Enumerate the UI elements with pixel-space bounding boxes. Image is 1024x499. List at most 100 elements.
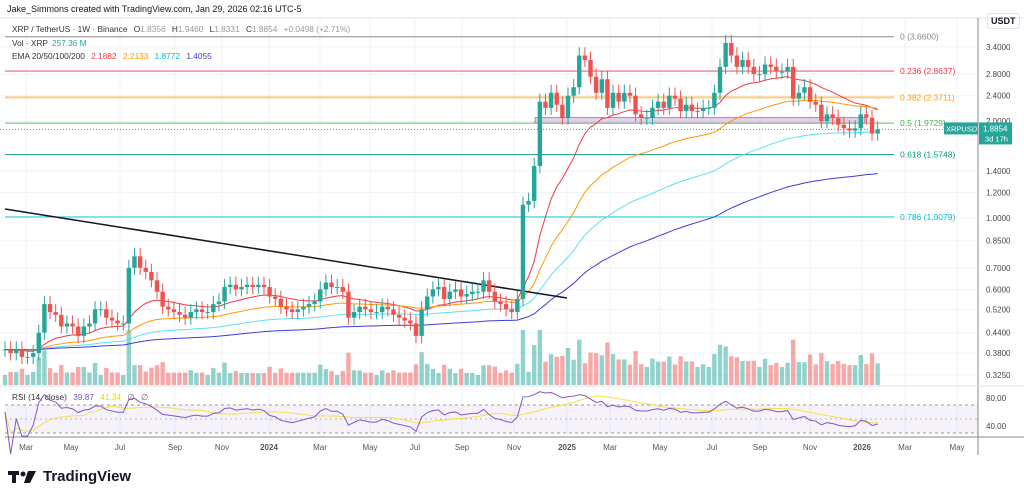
candle: [75, 326, 81, 336]
volume-bar: [2, 375, 8, 385]
candle: [312, 301, 317, 305]
price-tag-value: 1.8854: [983, 124, 1008, 133]
change-value: +0.0498 (+2.71%): [283, 24, 351, 34]
volume-bar: [278, 368, 284, 385]
ema20-line: [4, 75, 878, 352]
time-tick: Mar: [313, 443, 327, 452]
volume-bar: [819, 352, 824, 385]
volume-bar: [182, 372, 188, 385]
symbol-tag-text: XRPUSDT: [946, 124, 982, 133]
volume-bar: [486, 365, 492, 385]
candle: [357, 306, 362, 313]
candle: [160, 291, 165, 307]
candle: [273, 296, 278, 300]
volume-bar: [413, 364, 419, 385]
volume-bar: [177, 372, 182, 385]
support-zone: [534, 117, 866, 124]
candle: [616, 92, 621, 102]
candle: [729, 42, 734, 56]
price-tag-countdown: 3d 17h: [985, 134, 1008, 143]
volume-legend[interactable]: Vol · XRP 257.36 M: [12, 38, 91, 48]
volume-bar: [441, 364, 447, 385]
candle: [644, 117, 650, 119]
candle: [2, 349, 8, 351]
time-tick: Jul: [707, 443, 717, 452]
candle: [791, 66, 796, 99]
volume-bar: [216, 372, 222, 385]
candle: [199, 309, 205, 313]
volume-bar: [509, 372, 514, 385]
price-tick: 0.4400: [986, 329, 1011, 338]
volume-bar: [42, 350, 47, 385]
candle: [706, 107, 711, 109]
candle: [841, 124, 847, 129]
volume-bar: [47, 368, 53, 385]
volume-bar: [807, 354, 813, 385]
ema100-line: [4, 131, 878, 351]
time-tick: Jul: [115, 443, 125, 452]
candle: [627, 92, 633, 96]
candle: [8, 349, 13, 354]
candle: [723, 42, 728, 67]
volume-bar: [408, 372, 413, 385]
time-tick: Sep: [455, 443, 470, 452]
candle: [228, 284, 233, 288]
volume-bar: [244, 373, 250, 385]
volume-bar: [98, 375, 103, 385]
fib-level-label: 0 (3.6600): [900, 32, 939, 42]
time-tick: May: [63, 443, 78, 452]
volume-bar: [678, 356, 683, 385]
candle: [869, 117, 875, 134]
rsi-label: RSI (14, close): [12, 392, 67, 402]
candle: [182, 314, 188, 318]
candle: [306, 304, 312, 307]
tradingview-logo-icon: [8, 470, 36, 483]
candle: [875, 129, 880, 134]
candle: [537, 101, 543, 167]
ema-legend[interactable]: EMA 20/50/100/200 2.1882 2.2133 1.8772 1…: [12, 51, 216, 61]
candle: [47, 304, 53, 313]
candle: [672, 95, 678, 99]
price-tick: 1.4000: [986, 167, 1011, 176]
candle: [205, 312, 210, 314]
candle: [104, 309, 109, 318]
currency-label[interactable]: USDT: [987, 13, 1020, 29]
candle: [391, 309, 396, 315]
symbol-legend: XRP / TetherUS · 1W · Binance O1.8356 H1…: [12, 24, 354, 34]
symbol-name[interactable]: XRP / TetherUS · 1W · Binance: [12, 24, 128, 34]
candle: [560, 104, 565, 118]
candle: [278, 299, 284, 307]
candle: [346, 291, 351, 318]
volume-bar: [109, 372, 115, 385]
volume-bar: [852, 365, 858, 385]
candle: [554, 92, 559, 105]
tradingview-logo[interactable]: TradingView: [8, 468, 131, 485]
rsi-line: [4, 391, 878, 455]
high-value: 1.9460: [177, 24, 204, 34]
candle: [436, 287, 441, 290]
rsi-legend[interactable]: RSI (14, close) 39.87 41.34 ∅ ∅: [12, 392, 152, 402]
price-tick: 0.5200: [986, 305, 1011, 314]
volume-bar: [188, 370, 193, 385]
volume-bar: [605, 342, 610, 385]
open-label: O: [133, 24, 141, 34]
volume-bar: [64, 372, 70, 385]
candle: [194, 309, 199, 313]
credit-text: Jake_Simmons created with TradingView.co…: [7, 4, 302, 14]
candle: [53, 312, 58, 315]
volume-bar: [233, 371, 239, 385]
low-label: L: [209, 24, 215, 34]
price-tick: 0.3250: [986, 371, 1011, 380]
candle: [137, 256, 143, 268]
volume-bar: [554, 356, 559, 385]
low-value: 1.8331: [214, 24, 240, 34]
candle: [751, 66, 756, 75]
candle: [81, 326, 87, 336]
volume-bar: [81, 366, 87, 385]
volume-bar: [650, 358, 655, 385]
volume-bar: [498, 372, 503, 385]
candle: [700, 107, 706, 112]
candle: [520, 204, 526, 300]
price-tick: 2.0000: [986, 117, 1011, 126]
